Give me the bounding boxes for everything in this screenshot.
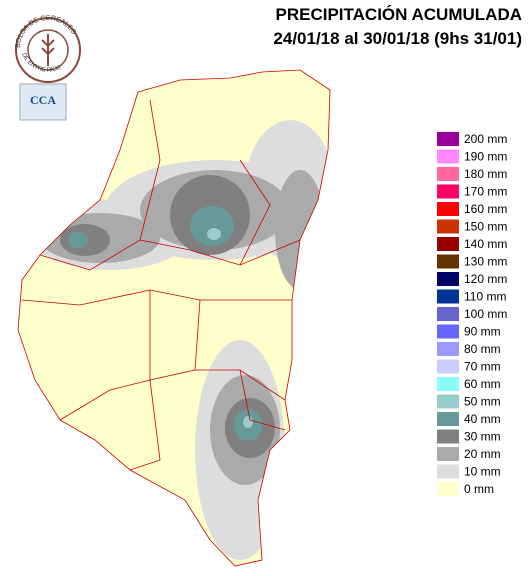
legend-label: 120 mm: [464, 272, 507, 286]
legend-label: 0 mm: [464, 482, 494, 496]
legend-label: 170 mm: [464, 185, 507, 199]
logo-bolsa: BOLSA DE CEREALES DE ENTRE RIOS: [15, 15, 81, 83]
legend-label: 130 mm: [464, 255, 507, 269]
legend-swatch: [437, 272, 459, 286]
legend-swatch: [437, 289, 459, 304]
legend-swatch: [437, 167, 459, 181]
legend-label: 140 mm: [464, 237, 507, 251]
legend-swatch: [437, 447, 459, 461]
legend-swatch: [437, 237, 459, 251]
legend-label: 40 mm: [464, 412, 501, 426]
legend-label: 50 mm: [464, 395, 501, 409]
legend-label: 80 mm: [464, 342, 501, 356]
map-subtitle: 24/01/18 al 30/01/18 (9hs 31/01): [273, 29, 522, 48]
legend-swatch: [437, 377, 459, 391]
legend-swatch: [437, 342, 459, 356]
logo-cca: CCA: [19, 83, 67, 121]
legend-swatch: [437, 429, 459, 444]
legend-label: 190 mm: [464, 150, 507, 164]
legend-label: 90 mm: [464, 325, 501, 339]
legend-label: 70 mm: [464, 360, 501, 374]
legend-swatch: [437, 132, 459, 146]
legend-swatch: [437, 202, 459, 216]
legend-swatch: [437, 184, 459, 199]
legend-label: 200 mm: [464, 132, 507, 146]
legend-label: 100 mm: [464, 307, 507, 321]
legend-swatch: [437, 464, 459, 479]
legend-swatch: [437, 412, 459, 426]
legend: 200 mm 190 mm 180 mm 170 mm 160 mm 150 mm 140 …: [437, 132, 507, 496]
legend-swatch: [437, 394, 459, 409]
legend-swatch: [437, 307, 459, 321]
legend-swatch: [437, 359, 459, 374]
legend-swatch: [437, 324, 459, 339]
legend-label: 160 mm: [464, 202, 507, 216]
legend-label: 180 mm: [464, 167, 507, 181]
legend-swatch: [437, 219, 459, 234]
legend-label: 110 mm: [464, 290, 506, 304]
legend-label: 30 mm: [464, 430, 501, 444]
legend-label: 20 mm: [464, 447, 501, 461]
legend-label: 60 mm: [464, 377, 501, 391]
legend-swatch: [437, 149, 459, 164]
logo-text: CCA: [30, 93, 56, 107]
legend-label: 10 mm: [464, 465, 501, 479]
map: [18, 70, 330, 566]
legend-label: 150 mm: [464, 220, 507, 234]
map-title: PRECIPITACIÓN ACUMULADA: [276, 5, 523, 24]
map-borders: [17, 69, 331, 567]
legend-swatch: [437, 254, 459, 269]
legend-swatch: [437, 482, 459, 496]
